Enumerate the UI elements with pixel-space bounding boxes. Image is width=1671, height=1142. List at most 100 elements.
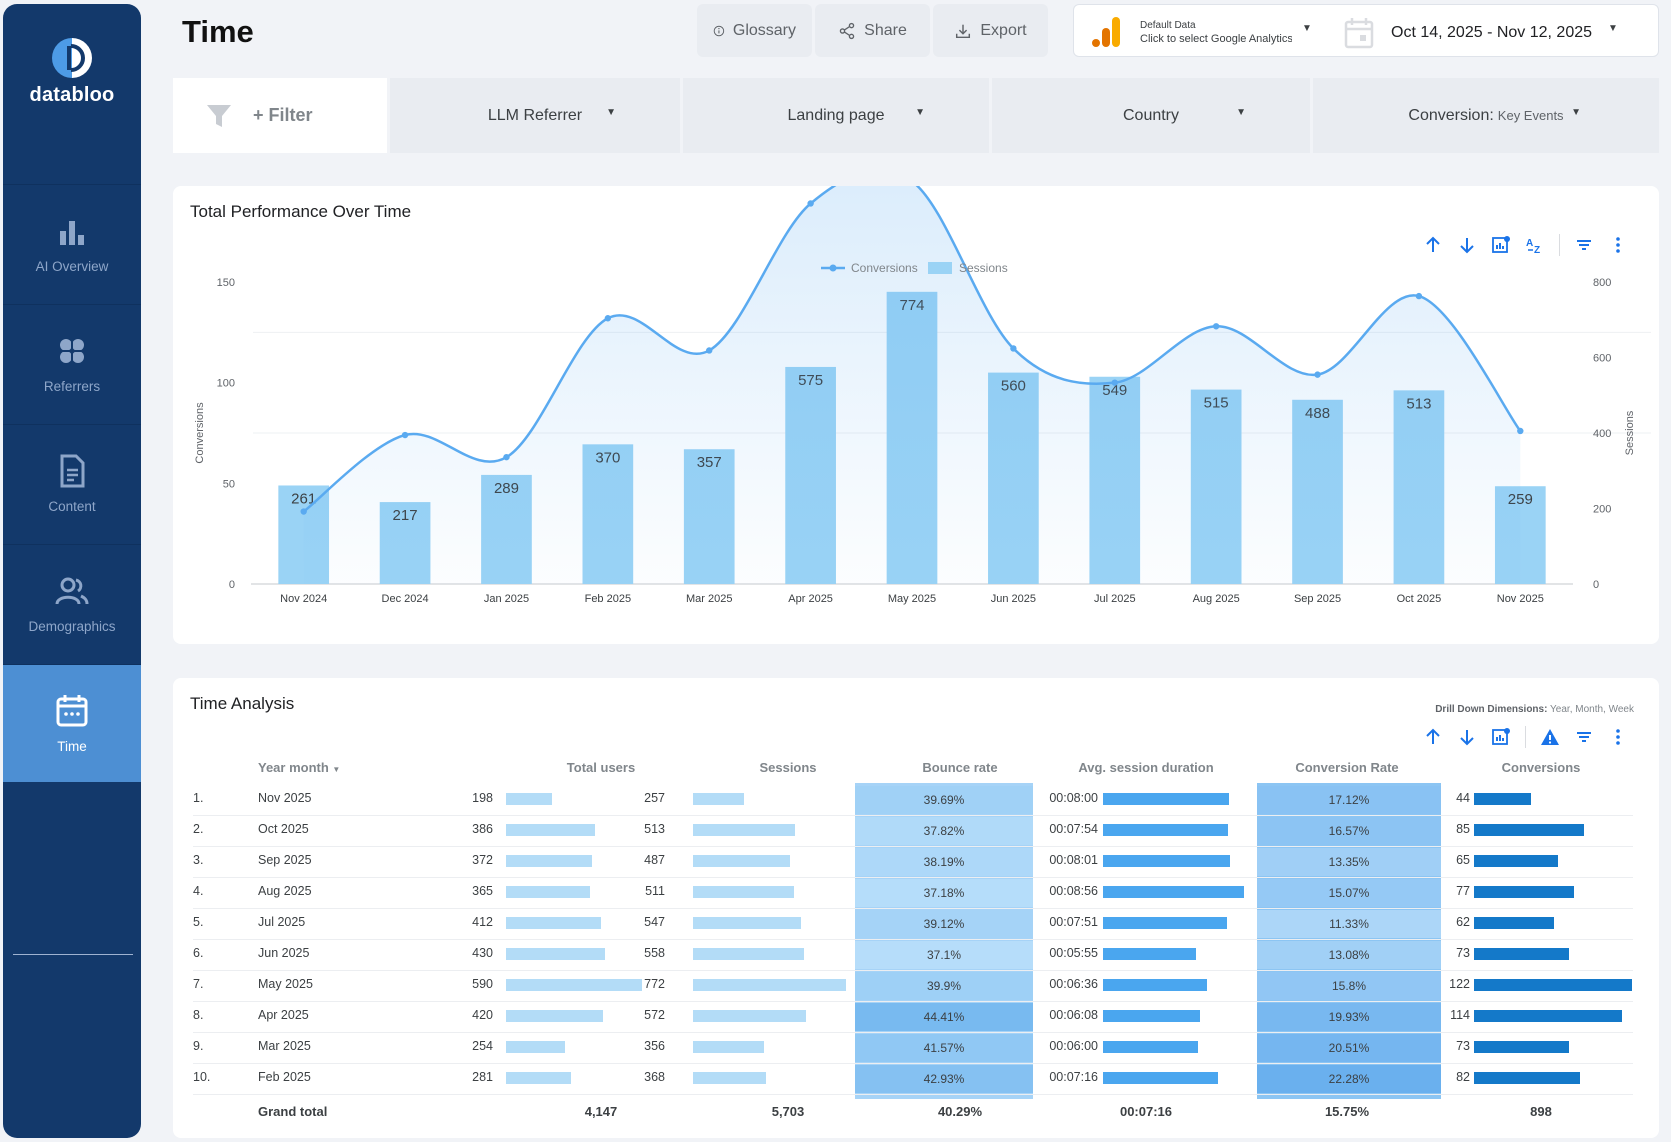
brand-name: databloo — [29, 84, 115, 106]
sidebar-divider — [13, 954, 133, 955]
sessions-bar — [693, 979, 846, 991]
row-conversions: 65 — [1456, 853, 1470, 867]
table-title: Time Analysis — [190, 694, 295, 713]
date-range-picker[interactable]: Oct 14, 2025 - Nov 12, 2025 — [1391, 24, 1593, 41]
total-users-total: 4,147 — [584, 1104, 618, 1119]
total-users-bar — [506, 1072, 571, 1084]
sort-caret-icon: ▼ — [332, 765, 341, 774]
drill-label: Drill Down Dimensions: — [1435, 704, 1548, 715]
row-avg-duration: 00:07:51 — [1049, 915, 1098, 929]
grand-total-label: Grand total — [258, 1104, 328, 1119]
sort-descending-icon[interactable] — [1457, 235, 1477, 255]
column-header-year-month[interactable]: Year month ▼ — [258, 760, 340, 775]
row-divider — [193, 939, 1633, 940]
share-icon — [839, 22, 855, 39]
nav-item-content[interactable]: Content — [3, 424, 141, 542]
nav-label: Referrers — [43, 379, 101, 394]
add-filter-label: + Filter — [253, 105, 313, 125]
sort-az-icon[interactable]: AZ — [1525, 235, 1545, 255]
x-tick-label: Apr 2025 — [788, 593, 833, 605]
conversions-bar — [1474, 886, 1574, 898]
calendar-icon — [56, 695, 88, 727]
conversions-point — [401, 431, 409, 439]
legend-line-marker — [829, 264, 837, 272]
chart-settings-icon[interactable] — [1491, 235, 1511, 255]
column-header-avg-duration[interactable]: Avg. session duration — [1078, 760, 1214, 775]
avg-duration-bar — [1103, 855, 1230, 867]
sort-descending-icon[interactable] — [1457, 727, 1477, 747]
row-month: Jun 2025 — [258, 946, 310, 960]
conversion-dropdown[interactable]: Conversion: Key Events ▼ — [1313, 78, 1659, 153]
nav-item-ai-overview[interactable]: AI Overview — [3, 184, 141, 302]
nav-item-demographics[interactable]: Demographics — [3, 544, 141, 662]
brand-logo[interactable]: databloo — [3, 36, 141, 107]
row-number: 6. — [193, 946, 204, 960]
more-vertical-icon[interactable] — [1608, 235, 1628, 255]
row-number: 5. — [193, 915, 204, 929]
datasource-selector[interactable]: Default Data Click to select Google Anal… — [1073, 4, 1659, 57]
conversions-point — [1415, 292, 1423, 300]
column-header-conversions[interactable]: Conversions — [1501, 760, 1581, 775]
column-header-sessions[interactable]: Sessions — [759, 760, 817, 775]
brain-icon — [60, 337, 84, 365]
column-header-bounce-rate[interactable]: Bounce rate — [922, 760, 998, 775]
row-number: 4. — [193, 884, 204, 898]
more-vertical-icon[interactable] — [1608, 727, 1628, 747]
row-conversions: 85 — [1456, 822, 1470, 836]
row-divider — [193, 815, 1633, 816]
column-header-total-users[interactable]: Total users — [566, 760, 636, 775]
row-conversions: 73 — [1456, 1039, 1470, 1053]
legend-conversions: Conversions — [851, 261, 918, 275]
chart-title: Total Performance Over Time — [190, 202, 412, 221]
conversion-value: Key Events — [1497, 108, 1564, 123]
row-conversions: 114 — [1450, 1008, 1470, 1022]
nav-item-referrers[interactable]: Referrers — [3, 304, 141, 422]
row-number: 8. — [193, 1008, 204, 1022]
filter-lines-icon[interactable] — [1574, 235, 1594, 255]
header-label: Year month — [258, 760, 329, 775]
x-tick-label: Dec 2024 — [382, 593, 429, 605]
llm-referrer-dropdown[interactable]: LLM Referrer ▼ — [390, 78, 680, 153]
add-filter-button[interactable]: + Filter — [173, 78, 387, 153]
avg-duration-total: 00:07:16 — [1119, 1104, 1173, 1119]
conversions-bar — [1474, 917, 1555, 929]
row-avg-duration: 00:06:36 — [1049, 977, 1098, 991]
avg-duration-bar — [1103, 793, 1230, 805]
country-dropdown[interactable]: Country ▼ — [992, 78, 1310, 153]
share-button[interactable]: Share — [815, 4, 930, 57]
glossary-label: Glossary — [732, 21, 796, 39]
sort-ascending-icon[interactable] — [1423, 235, 1443, 255]
sessions-bar — [693, 855, 790, 867]
export-button[interactable]: Export — [933, 4, 1048, 57]
info-icon — [713, 25, 725, 36]
conversion-rate-cell: 16.57% — [1257, 817, 1441, 845]
warning-icon[interactable] — [1540, 727, 1560, 747]
landing-page-dropdown[interactable]: Landing page ▼ — [683, 78, 989, 153]
sort-ascending-icon[interactable] — [1423, 727, 1443, 747]
conversion-rate-cell: 13.08% — [1257, 941, 1441, 969]
bounce-rate-total: 40.29% — [937, 1104, 983, 1119]
conversions-bar — [1474, 948, 1569, 960]
glossary-button[interactable]: Glossary — [697, 4, 812, 57]
nav-label: Demographics — [28, 619, 116, 634]
total-users-bar — [506, 948, 606, 960]
top-actions: Glossary Share Export — [697, 4, 1048, 57]
x-tick-label: Jul 2025 — [1094, 593, 1136, 605]
download-icon — [956, 24, 971, 38]
conversion-rate-cell: 15.07% — [1257, 879, 1441, 907]
table-toolbar — [1423, 726, 1628, 748]
legend-bar-swatch — [928, 262, 952, 274]
row-conversions: 122 — [1449, 977, 1470, 991]
conversions-bar — [1474, 1010, 1622, 1022]
conversions-point — [1517, 427, 1524, 435]
row-number: 1. — [193, 791, 204, 805]
nav-item-time[interactable]: Time — [3, 664, 141, 782]
column-header-conversion-rate[interactable]: Conversion Rate — [1295, 760, 1399, 775]
filter-lines-icon[interactable] — [1574, 727, 1594, 747]
chart-settings-icon[interactable] — [1491, 727, 1511, 747]
conversions-point — [503, 453, 510, 461]
total-users-bar — [506, 886, 591, 898]
sessions-bar — [693, 824, 795, 836]
x-tick-label: Feb 2025 — [585, 593, 631, 605]
row-divider — [193, 1063, 1633, 1064]
